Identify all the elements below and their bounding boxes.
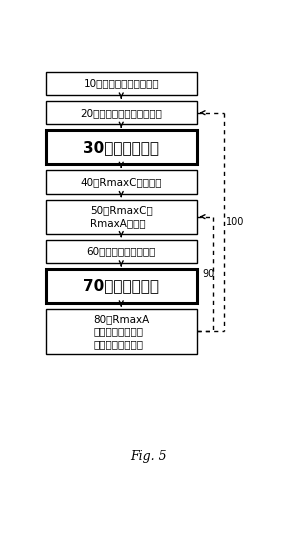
Text: 100: 100	[226, 217, 245, 227]
Bar	[46, 200, 197, 234]
Text: Fig. 5: Fig. 5	[130, 450, 167, 463]
Bar	[46, 309, 197, 354]
Text: 80：RmaxA
を用いて相互作用
モデルにフィット: 80：RmaxA を用いて相互作用 モデルにフィット	[93, 314, 149, 349]
Bar	[46, 101, 197, 124]
Text: 90: 90	[202, 269, 214, 279]
Text: 20：対照アナライトを接触: 20：対照アナライトを接触	[80, 108, 162, 118]
Bar	[46, 72, 197, 95]
Text: 10：センサー表面を準備: 10：センサー表面を準備	[84, 79, 159, 88]
Text: 40：RmaxCを求める: 40：RmaxCを求める	[81, 177, 162, 187]
Text: 60：アナライトを接触: 60：アナライトを接触	[86, 246, 156, 256]
Text: 70：応答を記録: 70：応答を記録	[83, 278, 159, 294]
Bar	[46, 269, 197, 303]
Text: 50：RmaxCを
RmaxAに変換: 50：RmaxCを RmaxAに変換	[90, 205, 152, 228]
Bar	[46, 240, 197, 263]
Bar	[46, 171, 197, 194]
Text: 30：応答を記録: 30：応答を記録	[83, 140, 159, 155]
Bar	[46, 131, 197, 164]
